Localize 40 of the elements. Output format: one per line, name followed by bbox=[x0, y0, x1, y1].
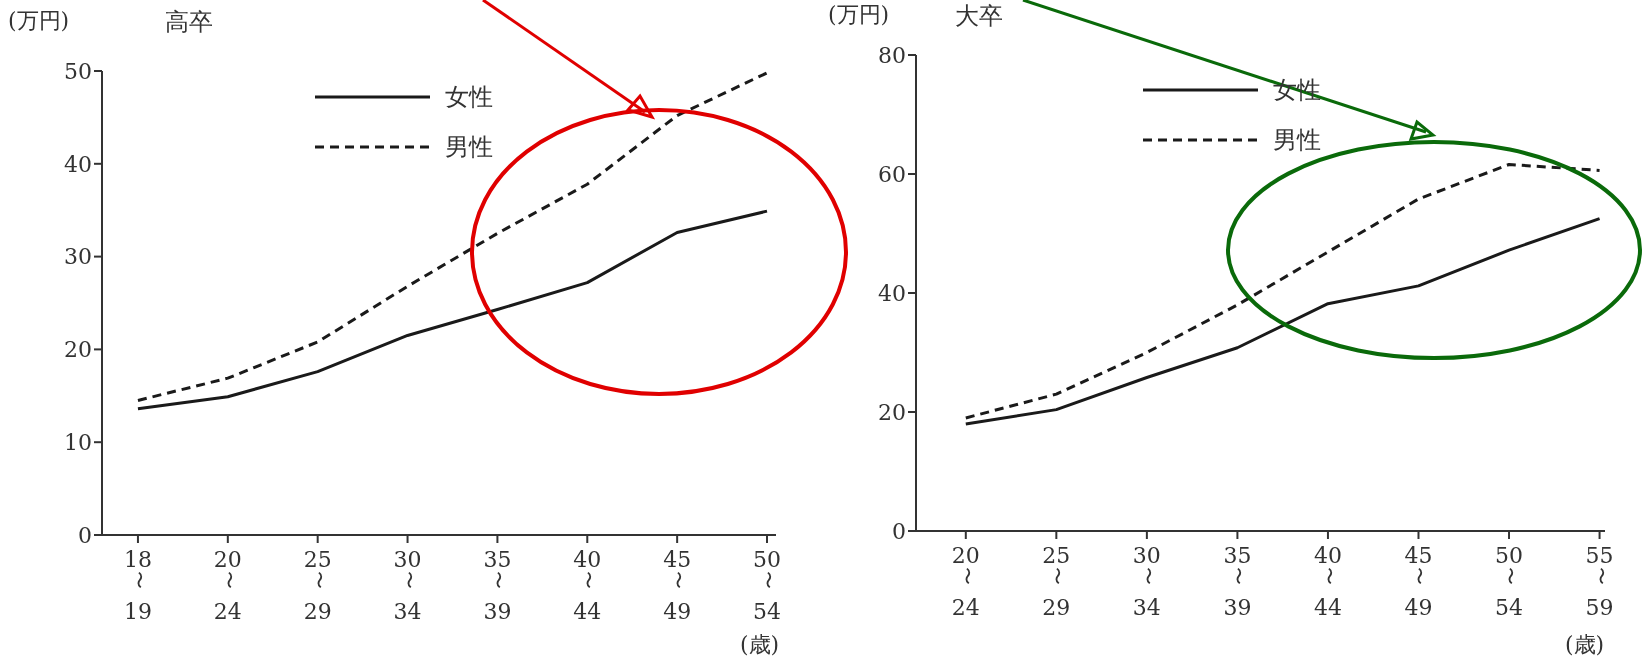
legend-label: 女性 bbox=[445, 82, 493, 113]
y-axis-title: (万円) bbox=[8, 7, 70, 35]
x-tick-label: 30〜34 bbox=[393, 547, 422, 624]
y-tick-label: 0 bbox=[78, 522, 92, 548]
line-series bbox=[964, 217, 1602, 426]
y-tick-label: 30 bbox=[64, 244, 92, 270]
y-tick-label: 20 bbox=[64, 337, 92, 363]
y-axis-title: (万円) bbox=[828, 1, 890, 29]
y-tick-label: 50 bbox=[64, 58, 92, 84]
y-tick-label: 10 bbox=[64, 430, 92, 456]
x-tick-label: 18〜19 bbox=[123, 547, 152, 624]
x-tick-label: 20〜24 bbox=[951, 543, 980, 620]
legend-label: 男性 bbox=[445, 132, 493, 163]
x-tick-label: 30〜34 bbox=[1132, 543, 1161, 620]
y-tick-label: 80 bbox=[878, 42, 906, 68]
y-tick-label: 20 bbox=[878, 399, 906, 425]
x-axis-title: (歳) bbox=[1565, 631, 1605, 659]
x-tick-label: 45〜49 bbox=[663, 547, 692, 624]
line-series bbox=[136, 209, 769, 411]
x-tick-label: 40〜44 bbox=[1313, 543, 1342, 620]
chart-title: 高卒 bbox=[165, 7, 213, 38]
chart-title: 大卒 bbox=[955, 1, 1003, 32]
x-axis-title: (歳) bbox=[740, 631, 780, 659]
x-tick-label: 35〜39 bbox=[1223, 543, 1252, 620]
x-tick-label: 45〜49 bbox=[1404, 543, 1433, 620]
line-series bbox=[136, 71, 769, 402]
x-tick-label: 35〜39 bbox=[483, 547, 512, 624]
x-tick-label: 20〜24 bbox=[213, 547, 242, 624]
x-tick-label: 40〜44 bbox=[573, 547, 602, 624]
y-tick-label: 40 bbox=[64, 151, 92, 177]
x-tick-label: 50〜54 bbox=[753, 547, 782, 624]
y-tick-label: 0 bbox=[892, 518, 906, 544]
x-tick-label: 25〜29 bbox=[303, 547, 332, 624]
x-tick-label: 50〜54 bbox=[1495, 543, 1524, 620]
y-tick-label: 60 bbox=[878, 161, 906, 187]
line-series bbox=[964, 162, 1602, 420]
y-tick-label: 40 bbox=[878, 280, 906, 306]
x-tick-label: 55〜59 bbox=[1585, 543, 1614, 620]
legend-label: 男性 bbox=[1273, 125, 1321, 156]
x-tick-label: 25〜29 bbox=[1042, 543, 1071, 620]
